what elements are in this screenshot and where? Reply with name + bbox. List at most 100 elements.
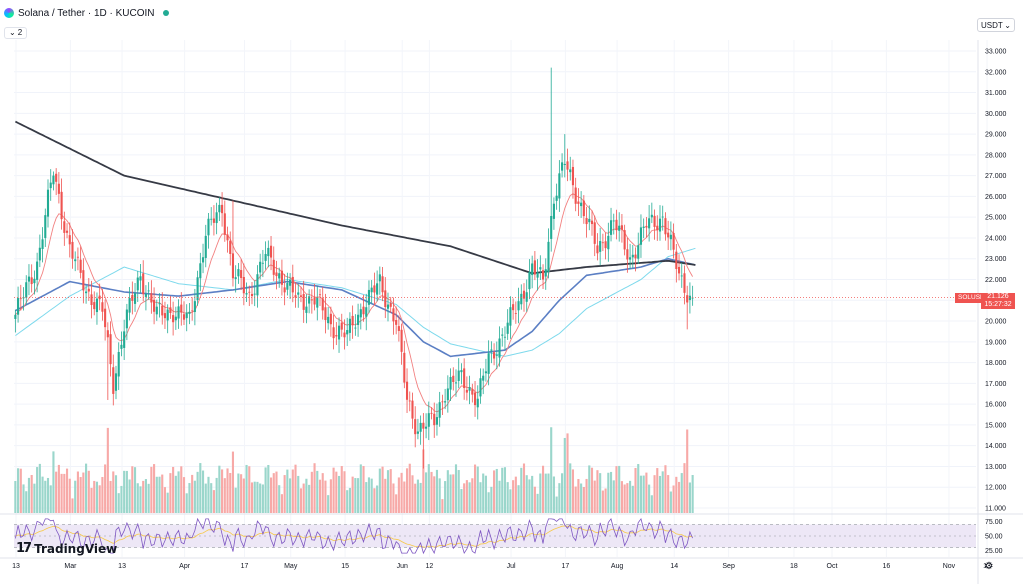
symbol-title-row[interactable]: Solana / Tether · 1D · KUCOIN [4,4,169,22]
volume-bar [136,483,139,513]
gear-icon[interactable]: ⚙ [984,561,994,572]
volume-bar [79,477,82,513]
volume-bar [577,478,580,513]
tradingview-logo[interactable]: 17 TradingView [16,541,117,556]
volume-bar [240,474,243,513]
candle-body [675,251,678,270]
candle-body [17,298,20,315]
candle-body [199,263,202,279]
volume-bar [482,473,485,513]
indicator-count: 2 [17,28,23,37]
candle-body [329,313,332,325]
price-axis[interactable]: 33.000 32.000 31.000 30.000 29.000 28.000 27.0… [977,40,1007,584]
candle-body [234,277,237,280]
volume-bar [400,472,403,513]
time-tick-label: Sep [722,563,735,570]
volume-bar [41,476,44,513]
time-tick-label: 16 [883,563,891,570]
candle-body [253,293,256,295]
candle-body [392,308,395,322]
volume-bar [452,474,455,513]
candle-body [112,367,115,394]
candle-body [343,332,346,338]
candle-body [577,201,580,204]
candle-body [161,305,164,316]
volume-bar [408,463,411,513]
candle-body [566,161,569,170]
candle-body [351,315,354,326]
time-tick-label: 17 [241,563,249,570]
volume-bar [541,465,545,513]
candle-body [561,162,564,171]
volume-bar [60,473,63,513]
volume-bar [321,473,324,513]
volume-bar [514,476,517,513]
volume-bar [128,479,131,513]
candle-body [182,314,186,320]
candle-body [596,245,599,254]
volume-bar [582,487,585,513]
candle-body [669,234,672,240]
candle-body [90,294,93,306]
volume-bar [498,480,501,513]
chevron-down-icon: ⌄ [1004,20,1011,30]
candle-body [27,276,31,282]
candle-body [150,293,153,303]
volume-bar [588,465,591,513]
volume-bar [313,463,316,513]
candle-body [125,309,128,329]
ma-blue-line [15,257,696,358]
volume-bar [253,481,256,513]
volume-bar [471,478,474,513]
volume-bar [414,483,417,513]
currency-selector[interactable]: USDT ⌄ [977,18,1015,32]
volume-bar [357,478,360,513]
volume-bar [593,480,596,513]
candle-body [327,316,330,324]
price-tick-label: 32.000 [985,69,1007,76]
volume-bar [90,487,93,513]
candle-body [430,412,433,414]
indicators-collapse-button[interactable]: ⌄ 2 [4,26,28,39]
volume-bar [550,427,553,513]
candle-body [528,271,531,290]
volume-bar [384,478,387,513]
volume-bar [520,467,523,513]
volume-bar [291,469,294,513]
volume-bar [367,477,371,513]
bar-countdown: 15:27:32 [984,301,1012,308]
candle-body [618,225,621,231]
candle-body [536,272,539,278]
volume-bar [653,475,656,513]
candle-body [55,173,58,182]
volume-bar [76,471,79,513]
volume-bar [661,471,664,513]
candle-body [346,330,349,335]
volume-bar [522,463,526,513]
volume-bar [327,495,330,513]
candle-body [645,225,648,228]
candle-body [250,293,254,297]
candle-body [582,200,585,217]
volume-bar [648,484,651,513]
volume-bar [493,470,496,513]
candle-body [147,290,150,292]
time-axis[interactable]: 13 Mar 13 Apr 17 May 15 Jun 12 Jul 17 Aug 14 Sep 18 Oct… [0,557,1023,570]
time-tick-label: Oct [827,563,838,570]
candle-body [76,256,79,258]
volume-bar [669,491,672,513]
candle-body [215,212,218,224]
volume-bar [226,468,229,513]
volume-bar [223,478,226,513]
candle-body [313,297,316,305]
volume-bar [405,468,409,513]
candle-body [503,336,507,338]
tradingview-wordmark: TradingView [34,541,118,556]
candle-body [267,247,270,257]
candle-body [446,388,449,401]
volume-bar [207,476,210,513]
candle-body [667,232,670,238]
symbol-title: Solana / Tether · 1D · KUCOIN [18,7,155,19]
candle-body [212,218,215,223]
